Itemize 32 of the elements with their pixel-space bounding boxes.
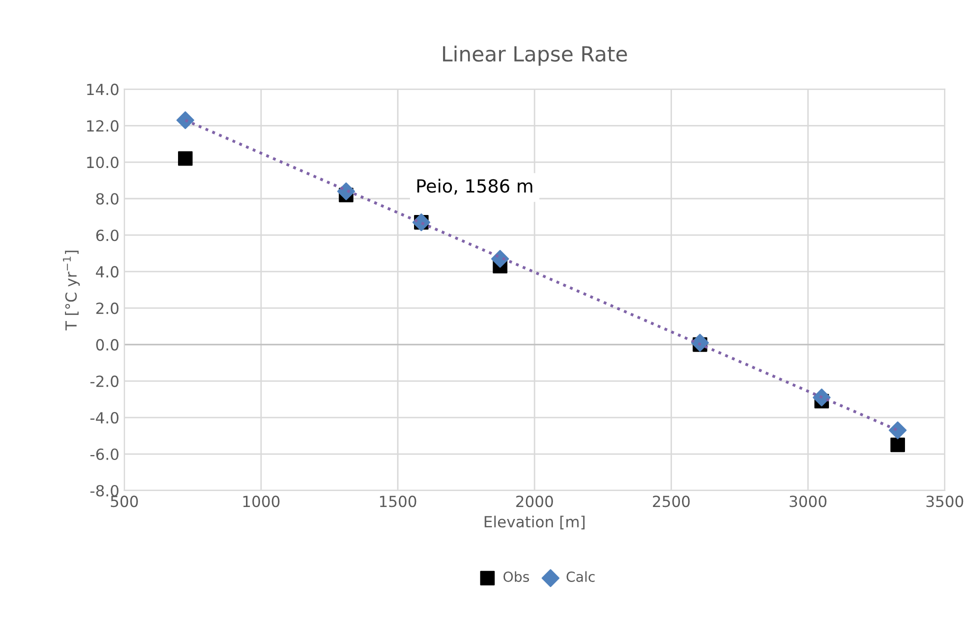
y-tick-label: -6.0 <box>90 448 118 460</box>
y-tick-label: 8.0 <box>96 193 118 205</box>
x-tick-label: 3000 <box>790 496 826 508</box>
x-tick-label: 2000 <box>516 496 553 508</box>
annotation: Peio, 1586 m <box>417 178 532 195</box>
y-tick-label: 10.0 <box>87 156 118 168</box>
x-tick-label: 1000 <box>243 496 280 508</box>
x-tick-label: 1500 <box>380 496 416 508</box>
y-tick-label: 12.0 <box>87 120 118 132</box>
legend-label: Calc <box>566 571 595 582</box>
y-tick-label: 4.0 <box>96 266 118 278</box>
y-tick-label: -4.0 <box>90 412 118 424</box>
legend-label: Obs <box>503 571 530 582</box>
point <box>888 421 907 440</box>
point <box>337 182 356 200</box>
y-tick-label: 0.0 <box>96 339 118 351</box>
y-axis-title: T [°C yr$^{−1}$] <box>62 250 80 330</box>
y-tick-label: -2.0 <box>90 376 118 388</box>
point <box>812 388 831 406</box>
y-tick-label: 6.0 <box>96 230 118 242</box>
point <box>176 111 194 130</box>
chart-title: Linear Lapse Rate <box>443 46 627 66</box>
point <box>691 334 709 352</box>
x-axis-title: Elevation [m] <box>484 516 585 530</box>
point <box>890 438 905 452</box>
y-tick-label: 14.0 <box>87 84 118 96</box>
x-tick-label: 3500 <box>926 496 964 508</box>
point <box>178 151 193 166</box>
y-tick-label: -8.0 <box>90 484 118 497</box>
x-tick-label: 500 <box>110 496 138 508</box>
x-tick-label: 2500 <box>652 496 690 508</box>
y-tick-label: 2.0 <box>96 302 118 314</box>
